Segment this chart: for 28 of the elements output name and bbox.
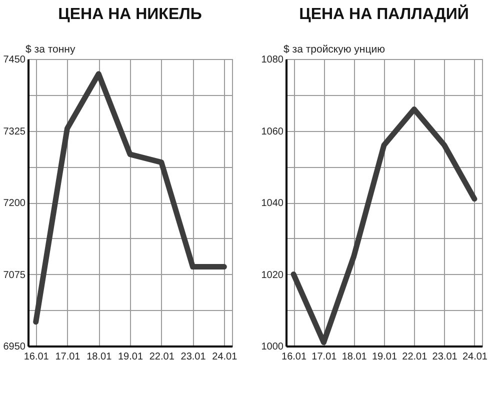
x-tick-label: 17.01 (312, 352, 338, 362)
y-tick-label: 6950 (3, 342, 26, 352)
y-tick-label: 1040 (261, 198, 284, 209)
x-tick-label: 24.01 (462, 352, 488, 362)
y-tick-label: 1060 (261, 126, 284, 138)
x-tick-label: 19.01 (118, 352, 144, 362)
x-tick-label: 18.01 (342, 352, 368, 362)
x-tick-label: 23.01 (432, 352, 458, 362)
y-axis-title: $ за тонну (26, 44, 76, 56)
y-tick-label: 1000 (261, 342, 284, 352)
x-tick-label: 22.01 (149, 352, 175, 362)
y-tick-label: 7075 (3, 270, 26, 281)
x-tick-label: 24.01 (212, 352, 238, 362)
x-tick-label: 16.01 (24, 352, 50, 362)
chart-title: ЦЕНА НА НИКЕЛЬ (58, 6, 202, 23)
y-tick-label: 7450 (3, 54, 26, 66)
chart-title: ЦЕНА НА ПАЛЛАДИЙ (299, 4, 469, 23)
x-tick-label: 23.01 (180, 352, 206, 362)
y-axis-title: $ за тройскую унцию (284, 44, 386, 56)
x-tick-label: 16.01 (282, 352, 307, 362)
y-tick-label: 7325 (3, 126, 26, 138)
x-tick-label: 22.01 (402, 352, 428, 362)
y-tick-label: 1080 (261, 54, 284, 66)
x-tick-label: 19.01 (372, 352, 398, 362)
x-tick-label: 18.01 (86, 352, 112, 362)
x-tick-label: 17.01 (55, 352, 81, 362)
y-tick-label: 1020 (261, 270, 284, 281)
y-tick-label: 7200 (3, 198, 26, 209)
